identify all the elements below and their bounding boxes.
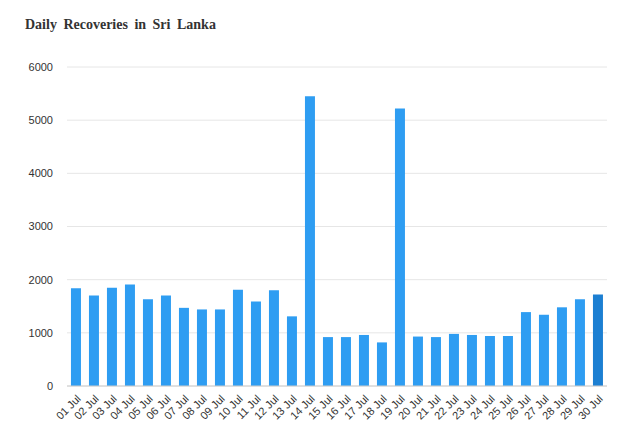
svg-text:10 Jul: 10 Jul (215, 392, 245, 422)
svg-text:2000: 2000 (29, 274, 53, 286)
svg-text:16 Jul: 16 Jul (323, 392, 353, 422)
svg-text:08 Jul: 08 Jul (179, 392, 209, 422)
svg-text:04 Jul: 04 Jul (107, 392, 137, 422)
svg-text:12 Jul: 12 Jul (251, 392, 281, 422)
svg-text:26 Jul: 26 Jul (503, 392, 533, 422)
svg-text:07 Jul: 07 Jul (161, 392, 191, 422)
svg-text:3000: 3000 (29, 220, 53, 232)
svg-text:17 Jul: 17 Jul (341, 392, 371, 422)
svg-text:4000: 4000 (29, 167, 53, 179)
svg-text:06 Jul: 06 Jul (143, 392, 173, 422)
svg-text:30 Jul: 30 Jul (576, 392, 605, 421)
svg-text:23 Jul: 23 Jul (449, 392, 479, 422)
svg-text:22 Jul: 22 Jul (431, 392, 461, 422)
svg-text:09 Jul: 09 Jul (197, 392, 227, 422)
svg-text:18 Jul: 18 Jul (359, 392, 389, 422)
svg-text:6000: 6000 (29, 61, 53, 73)
svg-text:25 Jul: 25 Jul (485, 392, 515, 422)
svg-text:13 Jul: 13 Jul (269, 392, 299, 422)
svg-text:20 Jul: 20 Jul (395, 392, 425, 422)
svg-text:01 Jul: 01 Jul (53, 392, 83, 422)
svg-text:14 Jul: 14 Jul (287, 392, 317, 422)
svg-text:24 Jul: 24 Jul (467, 392, 497, 422)
svg-text:15 Jul: 15 Jul (305, 392, 335, 422)
svg-text:19 Jul: 19 Jul (377, 392, 407, 422)
svg-text:0: 0 (47, 380, 53, 392)
svg-text:29 Jul: 29 Jul (557, 392, 587, 422)
svg-text:21 Jul: 21 Jul (413, 392, 443, 422)
svg-text:05 Jul: 05 Jul (125, 392, 155, 422)
svg-text:5000: 5000 (29, 114, 53, 126)
html-text:Daily Recoveries in Sri Lanka: Daily Recoveries in Sri Lanka (25, 17, 216, 32)
svg-text:03 Jul: 03 Jul (89, 392, 119, 422)
svg-text:27 Jul: 27 Jul (521, 392, 551, 422)
svg-text:11 Jul: 11 Jul (234, 392, 263, 422)
svg-text:02 Jul: 02 Jul (71, 392, 101, 422)
svg-text:1000: 1000 (29, 327, 53, 339)
svg-text:28 Jul: 28 Jul (539, 392, 569, 422)
